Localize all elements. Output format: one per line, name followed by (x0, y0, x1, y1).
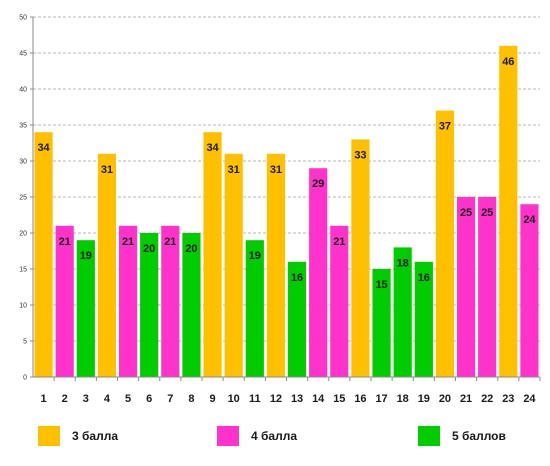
x-tick-label-11: 11 (249, 393, 261, 405)
y-tick-label-25: 25 (19, 195, 27, 202)
x-tick-label-4: 4 (104, 393, 111, 405)
legend-label-3-balla: 3 балла (72, 429, 119, 443)
bar-15 (330, 225, 349, 377)
data-label-2: 21 (59, 236, 71, 248)
x-tick-label-2: 2 (62, 393, 68, 405)
data-label-15: 21 (333, 236, 345, 248)
x-tick-label-15: 15 (333, 393, 345, 405)
bar-18 (393, 247, 412, 377)
y-tick-label-45: 45 (19, 51, 27, 58)
bar-14 (309, 168, 328, 377)
data-label-14: 29 (312, 178, 324, 190)
data-label-4: 31 (101, 164, 113, 176)
bars (34, 45, 539, 378)
data-label-23: 46 (502, 56, 514, 68)
x-tick-label-14: 14 (312, 393, 325, 405)
x-tick-label-23: 23 (502, 393, 514, 405)
legend-swatch-3-balla (38, 426, 60, 446)
legend-item-4-balla: 4 балла (217, 424, 297, 448)
x-tick-label-3: 3 (83, 393, 89, 405)
y-tick-label-0: 0 (23, 375, 27, 382)
data-label-19: 16 (418, 272, 430, 284)
bar-4 (97, 153, 117, 377)
data-label-5: 21 (122, 236, 134, 248)
bar-3 (76, 240, 95, 377)
data-label-7: 21 (164, 236, 176, 248)
data-label-18: 18 (397, 257, 409, 269)
y-axis-ticks: 0 5 10 15 20 25 30 35 40 45 50 (19, 15, 33, 382)
data-label-9: 34 (206, 142, 219, 154)
bar-10 (224, 153, 243, 377)
data-label-8: 20 (185, 243, 197, 255)
bar-17 (372, 269, 391, 377)
data-label-24: 24 (523, 214, 536, 226)
data-label-22: 25 (481, 207, 493, 219)
x-tick-label-24: 24 (523, 393, 536, 405)
bar-22 (478, 197, 497, 377)
x-tick-label-12: 12 (270, 393, 282, 405)
data-label-3: 19 (80, 250, 92, 262)
bar-11 (245, 240, 264, 377)
bar-1 (34, 132, 53, 377)
x-tick-label-21: 21 (460, 393, 472, 405)
bar-7 (161, 225, 180, 377)
data-label-6: 20 (143, 243, 155, 255)
data-label-10: 31 (228, 164, 240, 176)
y-tick-label-30: 30 (19, 159, 27, 166)
gridlines (33, 16, 540, 342)
y-tick-label-5: 5 (23, 339, 27, 346)
bar-6 (140, 233, 159, 377)
bar-5 (118, 225, 138, 377)
x-tick-label-9: 9 (210, 393, 216, 405)
x-tick-label-22: 22 (481, 393, 493, 405)
data-label-17: 15 (375, 279, 387, 291)
y-tick-label-40: 40 (19, 87, 27, 94)
data-labels: 34 21 19 31 21 20 21 20 34 31 19 31 16 29 21 33 15 18 16 37… (37, 56, 536, 291)
x-tick-label-1: 1 (41, 393, 47, 405)
x-tick-label-13: 13 (291, 393, 303, 405)
x-tick-label-16: 16 (354, 393, 366, 405)
bar-19 (414, 261, 433, 377)
bar-20 (435, 110, 455, 377)
x-tick-label-19: 19 (418, 393, 430, 405)
bar-2 (55, 225, 74, 377)
data-label-21: 25 (460, 207, 472, 219)
x-tick-label-18: 18 (397, 393, 409, 405)
legend-item-3-balla: 3 балла (38, 424, 118, 448)
x-tick-label-5: 5 (125, 393, 131, 405)
x-tick-label-7: 7 (167, 393, 173, 405)
x-tick-label-17: 17 (375, 393, 387, 405)
data-label-13: 16 (291, 272, 303, 284)
legend-swatch-5-ballov (418, 426, 440, 446)
legend-label-4-balla: 4 балла (251, 429, 298, 443)
bar-24 (520, 204, 539, 377)
data-label-11: 19 (249, 250, 261, 262)
legend-item-5-ballov: 5 баллов (418, 424, 506, 448)
bar-9 (203, 132, 222, 377)
legend-swatch-4-balla (217, 426, 239, 446)
bar-8 (182, 233, 201, 377)
bar-23 (499, 45, 518, 378)
x-tick-label-6: 6 (146, 393, 152, 405)
data-label-1: 34 (37, 142, 50, 154)
x-tick-label-10: 10 (228, 393, 240, 405)
y-tick-label-10: 10 (19, 303, 27, 310)
data-label-16: 33 (354, 149, 366, 161)
x-tick-label-20: 20 (439, 393, 451, 405)
x-axis-ticks: 1 2 3 4 5 6 7 8 9 10 11 12 13 14 15 16 17 18 19 20 21 22 23 24 (41, 377, 541, 405)
legend-label-5-ballov: 5 баллов (452, 429, 506, 443)
data-label-12: 31 (270, 164, 282, 176)
y-tick-label-20: 20 (19, 231, 27, 238)
y-tick-label-50: 50 (19, 15, 27, 22)
bar-21 (456, 197, 476, 377)
bar-16 (351, 139, 370, 377)
bar-12 (266, 153, 286, 377)
data-label-20: 37 (439, 121, 451, 133)
y-tick-label-35: 35 (19, 123, 27, 130)
y-tick-label-15: 15 (19, 267, 27, 274)
bar-13 (287, 261, 307, 377)
x-tick-label-8: 8 (188, 393, 194, 405)
